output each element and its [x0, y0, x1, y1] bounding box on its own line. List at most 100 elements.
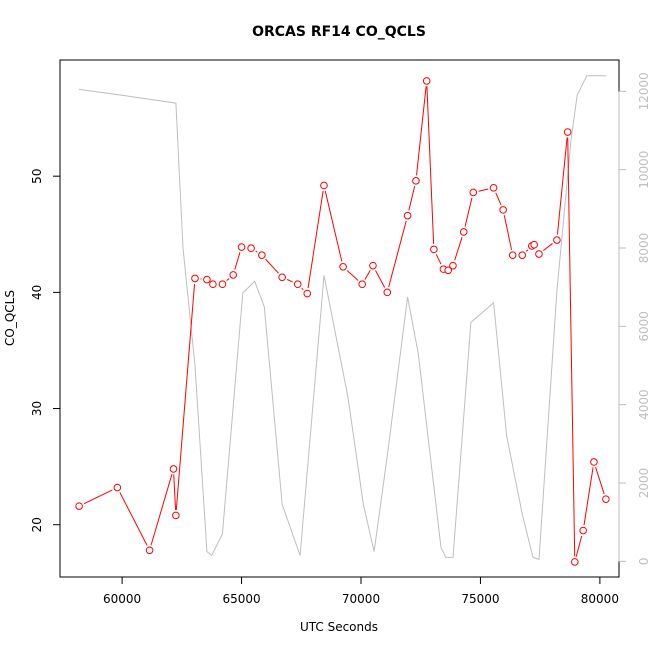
y2-tick-label: 12000 [637, 72, 650, 110]
data-point [339, 263, 347, 271]
series-segment [575, 535, 583, 557]
y2-tick-label: 8000 [637, 233, 650, 264]
data-point [383, 288, 392, 297]
data-point [579, 526, 587, 535]
series-segment [364, 270, 371, 280]
data-point [499, 206, 507, 214]
data-point [113, 483, 122, 492]
y2-tick-label: 4000 [637, 389, 650, 420]
data-point [602, 495, 610, 503]
series-segment [175, 283, 196, 510]
data-point [203, 275, 211, 284]
data-point [430, 245, 438, 254]
series-segment [595, 467, 605, 495]
data-point [145, 546, 154, 555]
data-point [449, 261, 457, 270]
series-segment [543, 243, 553, 252]
data-point [518, 251, 527, 259]
data-point [358, 280, 366, 289]
y-axis-label: CO_QCLS [3, 290, 17, 346]
x-tick-label: 80000 [581, 592, 619, 606]
x-tick-label: 65000 [222, 592, 260, 606]
data-point [237, 243, 246, 251]
data-point [469, 188, 478, 197]
data-point [229, 271, 237, 279]
x-axis-label: UTC Seconds [300, 620, 378, 634]
series-segment [226, 278, 230, 282]
y-axis: 20 30 40 50 [30, 169, 61, 532]
series-segment [435, 254, 442, 265]
series-segment [83, 489, 113, 505]
series-segment [375, 270, 386, 288]
y-tick-label: 50 [30, 169, 44, 184]
y2-tick-label: 10000 [637, 151, 650, 189]
data-point [258, 251, 266, 259]
series-segment [426, 86, 435, 244]
data-point [191, 274, 199, 283]
data-point [535, 250, 543, 258]
data-point [75, 502, 83, 510]
data-point [369, 261, 377, 270]
series-segment [454, 237, 463, 261]
data-point [590, 458, 598, 466]
series-segment [388, 220, 407, 288]
data-point [209, 280, 217, 289]
series-segment [234, 252, 241, 270]
series-segment [286, 279, 293, 283]
x-tick-label: 60000 [103, 592, 141, 606]
data-point [278, 273, 286, 282]
series-segment [255, 250, 258, 253]
series-segment [408, 186, 416, 211]
series-segment [265, 258, 279, 274]
series-segment [324, 190, 343, 262]
chart-title: ORCAS RF14 CO_QCLS [252, 24, 426, 40]
series-segment [301, 287, 304, 291]
plot-frame [59, 59, 620, 578]
y-tick-label: 40 [30, 285, 44, 300]
series-segment [503, 215, 513, 250]
series-segment [346, 270, 359, 281]
series-segment [119, 492, 148, 546]
data-point [303, 289, 312, 298]
data-point [571, 558, 579, 566]
data-point [553, 236, 561, 244]
y2-tick-label: 6000 [637, 311, 650, 342]
series-segment [150, 474, 173, 546]
series-segment [525, 249, 529, 252]
data-point [444, 266, 452, 275]
series-segment [583, 467, 594, 526]
data-point [293, 280, 302, 289]
series-segment [495, 192, 502, 206]
series-segment [556, 137, 568, 235]
y-tick-label: 30 [30, 401, 44, 416]
data-point [218, 280, 227, 289]
data-point [320, 181, 328, 190]
data-point [412, 177, 420, 185]
series-segment [464, 197, 473, 227]
series-segment [478, 188, 489, 192]
y-tick-label: 20 [30, 517, 44, 532]
secondary-series [79, 75, 606, 561]
primary-series [75, 77, 610, 566]
series-segment [307, 190, 324, 289]
secondary-series-line [79, 75, 606, 561]
y2-tick-label: 2000 [637, 468, 650, 499]
series-segment [567, 137, 576, 557]
data-point [530, 240, 538, 249]
data-point [563, 128, 572, 136]
x-tick-label: 75000 [461, 592, 499, 606]
x-tick-label: 70000 [342, 592, 380, 606]
data-point [247, 244, 255, 253]
data-point [403, 211, 412, 220]
y2-axis: 0 2000 4000 6000 8000 10000 12000 [618, 72, 650, 566]
data-point [459, 228, 468, 236]
series-segment [173, 474, 177, 510]
series-segment [416, 86, 427, 176]
data-point [172, 511, 180, 520]
x-axis: 60000 65000 70000 75000 80000 [103, 576, 619, 606]
data-point [169, 465, 178, 473]
y2-tick-label: 0 [637, 558, 650, 566]
data-point [422, 77, 431, 85]
data-point [489, 183, 498, 192]
